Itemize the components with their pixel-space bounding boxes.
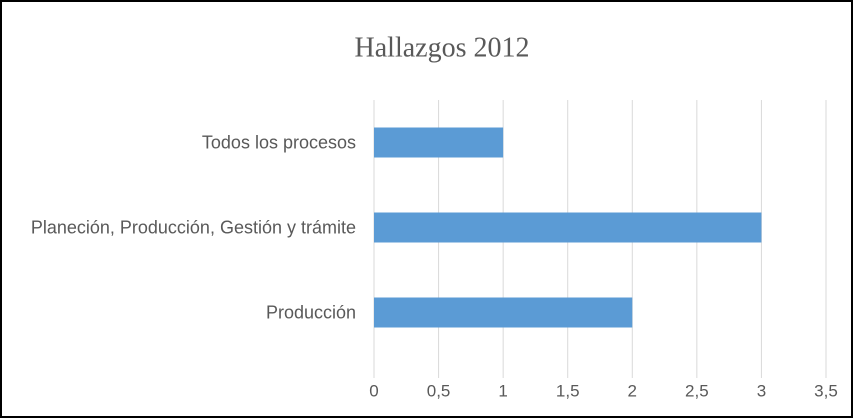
x-tick-label: 2 bbox=[628, 381, 637, 400]
x-tick-label: 0 bbox=[369, 381, 378, 400]
x-tick-label: 1,5 bbox=[556, 381, 580, 400]
y-tick-label: Producción bbox=[265, 301, 356, 322]
y-tick-label: Todos los procesos bbox=[201, 131, 356, 152]
chart-title: Hallazgos 2012 bbox=[355, 32, 530, 63]
x-tick-label: 2,5 bbox=[685, 381, 709, 400]
bar bbox=[374, 127, 504, 158]
x-tick-label: 0,5 bbox=[427, 381, 451, 400]
bar bbox=[374, 297, 633, 328]
x-tick-label: 1 bbox=[498, 381, 507, 400]
x-tick-label: 3,5 bbox=[814, 381, 838, 400]
bar bbox=[374, 212, 762, 243]
x-tick-label: 3 bbox=[757, 381, 766, 400]
y-tick-label: Planeción, Producción, Gestión y trámite bbox=[30, 216, 356, 237]
